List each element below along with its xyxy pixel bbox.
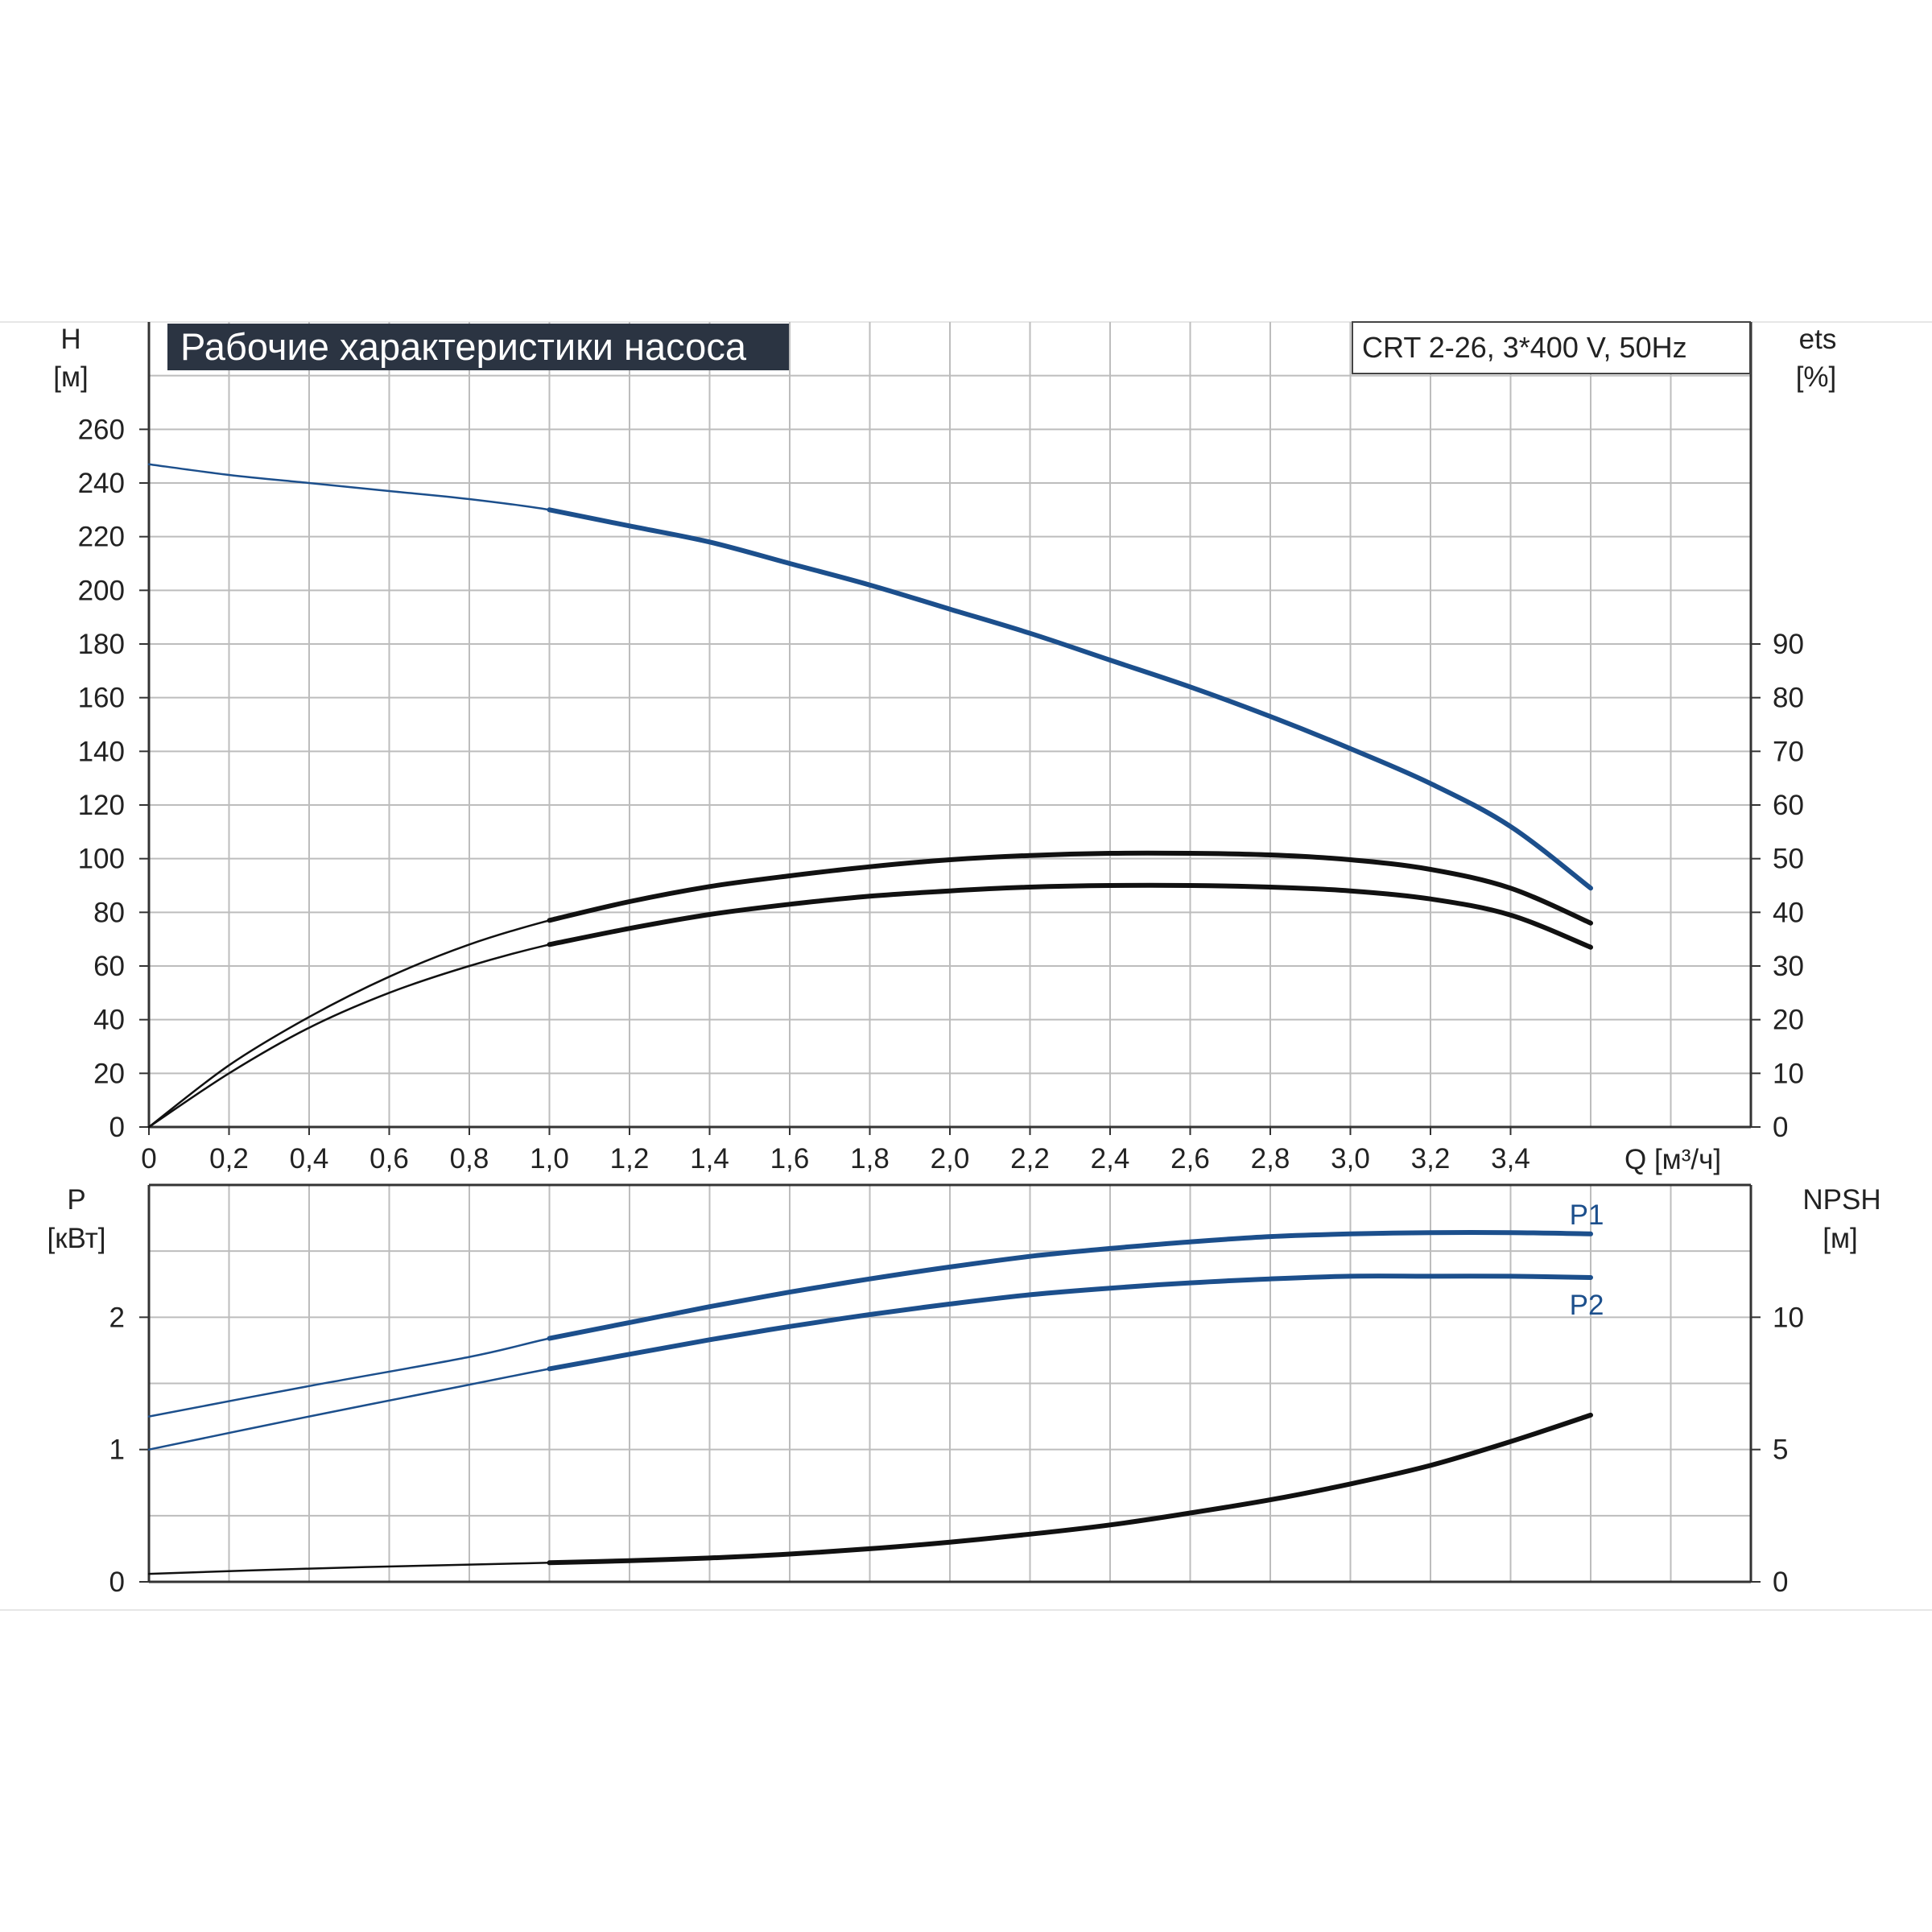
tick-labels: 0 0,2 0,4 0,6 0,8 1,0 1,2 1,4 1,6 1,8 2,0 2,2 2,4 2,6… (78, 414, 1804, 1598)
top-series-2-operating-range (547, 882, 1593, 950)
x-tick-label: 3,4 (1491, 1143, 1530, 1174)
x-tick-label: 1,8 (850, 1143, 890, 1174)
x-tick-label: 2,4 (1091, 1143, 1130, 1174)
x-tick-label: 2,0 (931, 1143, 970, 1174)
top-right-tick-label: 20 (1773, 1005, 1804, 1036)
bottom-right-axis-label: NPSH (1802, 1184, 1880, 1216)
top-right-axis-label: ets (1799, 324, 1837, 355)
grid (149, 322, 1751, 1582)
top-right-axis-unit: [%] (1796, 361, 1837, 393)
bottom-left-tick-label: 1 (109, 1435, 125, 1466)
top-series-0-operating-range (547, 507, 1593, 891)
model-box: CRT 2-26, 3*400 V, 50Hz (1352, 321, 1751, 374)
top-right-tick-label: 60 (1773, 790, 1804, 821)
x-tick-label: 2,8 (1251, 1143, 1290, 1174)
bottom-right-axis-unit: [м] (1823, 1223, 1858, 1254)
top-right-tick-label: 90 (1773, 629, 1804, 660)
data-series (147, 463, 1593, 1575)
top-left-tick-label: 80 (93, 897, 125, 928)
x-tick-label: 0,4 (290, 1143, 329, 1174)
p1-curve-label: P1 (1570, 1199, 1604, 1231)
x-tick-label: 3,0 (1331, 1143, 1370, 1174)
top-left-tick-label: 220 (78, 522, 125, 553)
model-label: CRT 2-26, 3*400 V, 50Hz (1362, 331, 1687, 364)
x-tick-label: 1,2 (610, 1143, 650, 1174)
top-right-tick-label: 40 (1773, 897, 1804, 928)
bottom-right-tick-label: 10 (1773, 1302, 1804, 1333)
top-left-tick-label: 20 (93, 1058, 125, 1089)
x-tick-label: 3,2 (1411, 1143, 1451, 1174)
top-right-tick-label: 10 (1773, 1058, 1804, 1089)
top-left-tick-label: 0 (109, 1112, 125, 1143)
bottom-series-0-operating-range (547, 1229, 1593, 1341)
title-background (167, 324, 789, 370)
x-tick-label: 0,8 (450, 1143, 489, 1174)
top-right-tick-label: 70 (1773, 736, 1804, 767)
top-left-tick-label: 180 (78, 629, 125, 660)
x-tick-label: 1,4 (690, 1143, 729, 1174)
x-tick-label: 0,2 (209, 1143, 249, 1174)
x-tick-label: 2,2 (1010, 1143, 1050, 1174)
top-left-tick-label: 60 (93, 951, 125, 982)
x-tick-label: 0,6 (369, 1143, 409, 1174)
model-box-frame (1352, 321, 1751, 374)
plot-frames (139, 322, 1761, 1583)
bottom-series-2-operating-range (547, 1412, 1593, 1566)
top-left-axis-label: H (60, 324, 80, 355)
x-tick-label: 2,6 (1170, 1143, 1210, 1174)
bottom-left-tick-label: 0 (109, 1567, 125, 1598)
top-left-tick-label: 120 (78, 790, 125, 821)
top-series-1-operating-range (547, 850, 1593, 926)
x-tick-label: 1,6 (770, 1143, 810, 1174)
top-left-axis-unit: [м] (53, 361, 89, 393)
top-right-tick-label: 0 (1773, 1112, 1788, 1143)
bottom-left-axis-unit: [кВт] (47, 1223, 106, 1254)
chart-title: Рабочие характеристики насоса (180, 325, 747, 368)
axis-captions: H [м] ets [%] Q [м³/ч] P [кВт] NPSH [м] (47, 324, 1881, 1254)
top-left-tick-label: 160 (78, 683, 125, 714)
title-box: Рабочие характеристики насоса (167, 324, 789, 370)
top-left-tick-label: 200 (78, 575, 125, 606)
top-left-tick-label: 100 (78, 844, 125, 875)
bottom-right-tick-label: 5 (1773, 1435, 1788, 1466)
top-left-tick-label: 40 (93, 1005, 125, 1036)
top-right-tick-label: 50 (1773, 844, 1804, 875)
bottom-left-axis-label: P (67, 1184, 85, 1216)
bottom-left-tick-label: 2 (109, 1302, 125, 1333)
top-left-tick-label: 240 (78, 468, 125, 499)
bottom-series-1-operating-range (547, 1274, 1593, 1372)
top-right-tick-label: 30 (1773, 951, 1804, 982)
x-tick-label: 0 (141, 1143, 156, 1174)
top-left-tick-label: 140 (78, 736, 125, 767)
x-axis-label: Q [м³/ч] (1624, 1144, 1721, 1175)
x-tick-label: 1,0 (530, 1143, 569, 1174)
p2-curve-label: P2 (1570, 1290, 1604, 1321)
top-left-tick-label: 260 (78, 414, 125, 445)
bottom-right-tick-label: 0 (1773, 1567, 1788, 1598)
top-right-tick-label: 80 (1773, 683, 1804, 714)
